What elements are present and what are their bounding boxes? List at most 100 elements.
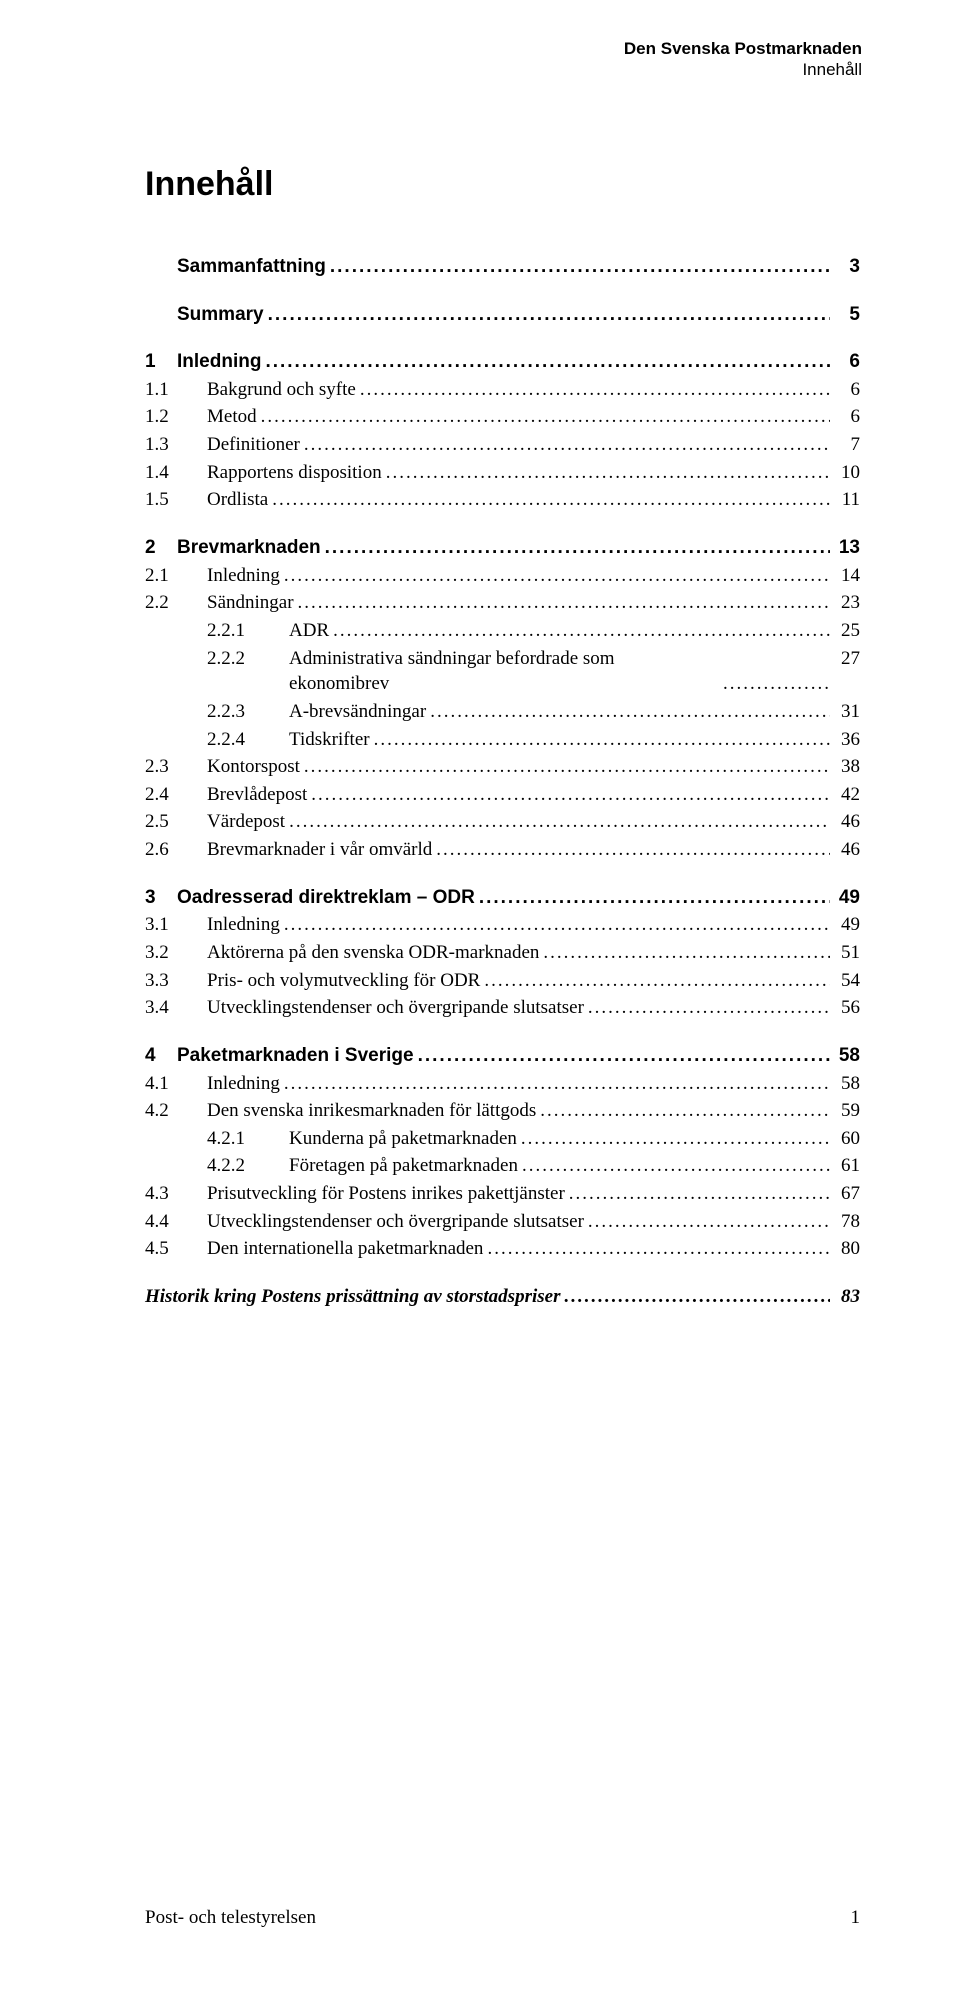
toc-label: Historik kring Postens prissättning av s… — [145, 1284, 560, 1310]
toc-leaders: ........................................… — [321, 535, 830, 561]
toc-number: 4.2.1 — [207, 1126, 289, 1152]
toc-label: Tidskrifter — [289, 727, 370, 753]
toc-page: 14 — [830, 563, 860, 589]
toc-number: 3.3 — [145, 968, 207, 994]
running-head: Den Svenska Postmarknaden Innehåll — [624, 38, 862, 81]
toc-row: Summary.................................… — [145, 302, 860, 328]
toc-leaders: ........................................… — [294, 590, 830, 616]
toc-row: Historik kring Postens prissättning av s… — [145, 1284, 860, 1310]
toc-row: 2.5Värdepost............................… — [145, 809, 860, 835]
toc-label: Inledning — [207, 912, 280, 938]
toc-row: 3.1Inledning............................… — [145, 912, 860, 938]
toc-leaders: ........................................… — [300, 432, 830, 458]
toc-label: Den internationella paketmarknaden — [207, 1236, 483, 1262]
toc-label: Metod — [207, 404, 257, 430]
toc-number: 3.4 — [145, 995, 207, 1021]
toc-label: Inledning — [207, 1071, 280, 1097]
toc-leaders: ........................................… — [483, 1236, 830, 1262]
toc-leaders: ........................................… — [536, 1098, 830, 1124]
toc-number: 2.2 — [145, 590, 207, 616]
toc-page: 83 — [830, 1284, 860, 1310]
toc-label: Kontorspost — [207, 754, 300, 780]
toc-label: Rapportens disposition — [207, 460, 382, 486]
toc-number: 2.6 — [145, 837, 207, 863]
toc-row: 4.1Inledning............................… — [145, 1071, 860, 1097]
toc-leaders: ........................................… — [584, 1209, 830, 1235]
table-of-contents: Sammanfattning..........................… — [145, 254, 860, 1310]
toc-row: 3.4Utvecklingstendenser och övergripande… — [145, 995, 860, 1021]
page: Den Svenska Postmarknaden Innehåll Inneh… — [0, 0, 960, 1991]
toc-leaders: ........................................… — [300, 754, 830, 780]
running-head-sub: Innehåll — [624, 59, 862, 80]
toc-page: 38 — [830, 754, 860, 780]
toc-leaders: ........................................… — [307, 782, 830, 808]
toc-number: 3.1 — [145, 912, 207, 938]
toc-page: 54 — [830, 968, 860, 994]
toc-leaders: ........................................… — [719, 671, 830, 697]
toc-leaders: ........................................… — [432, 837, 830, 863]
toc-label: Inledning — [207, 563, 280, 589]
footer-left: Post- och telestyrelsen — [145, 1905, 316, 1931]
toc-label: Den svenska inrikesmarknaden för lättgod… — [207, 1098, 536, 1124]
toc-row: 2Brevmarknaden..........................… — [145, 535, 860, 561]
toc-number: 2.3 — [145, 754, 207, 780]
toc-row: 2.2.2Administrativa sändningar befordrad… — [145, 646, 860, 697]
toc-row: 4Paketmarknaden i Sverige...............… — [145, 1043, 860, 1069]
toc-label: ADR — [289, 618, 329, 644]
toc-leaders: ........................................… — [426, 699, 830, 725]
toc-page: 61 — [830, 1153, 860, 1179]
toc-leaders: ........................................… — [370, 727, 830, 753]
toc-page: 3 — [830, 254, 860, 280]
toc-row: 3Oadresserad direktreklam – ODR.........… — [145, 885, 860, 911]
toc-number: 2.1 — [145, 563, 207, 589]
toc-row: Sammanfattning..........................… — [145, 254, 860, 280]
toc-label: Sammanfattning — [177, 254, 326, 280]
toc-leaders: ........................................… — [560, 1284, 830, 1310]
toc-number: 2.2.1 — [207, 618, 289, 644]
toc-page: 6 — [830, 377, 860, 403]
toc-label: Bakgrund och syfte — [207, 377, 356, 403]
toc-number: 4.5 — [145, 1236, 207, 1262]
footer-page-number: 1 — [851, 1905, 861, 1931]
toc-label: Brevmarknader i vår omvärld — [207, 837, 432, 863]
toc-row: 2.3Kontorspost..........................… — [145, 754, 860, 780]
toc-number: 4.1 — [145, 1071, 207, 1097]
toc-leaders: ........................................… — [280, 912, 830, 938]
toc-row: 1.1Bakgrund och syfte...................… — [145, 377, 860, 403]
toc-number: 4.4 — [145, 1209, 207, 1235]
footer: Post- och telestyrelsen 1 — [145, 1905, 860, 1931]
toc-number: 4.3 — [145, 1181, 207, 1207]
toc-label: Administrativa sändningar befordrade som… — [289, 646, 719, 697]
toc-label: Utvecklingstendenser och övergripande sl… — [207, 995, 584, 1021]
toc-page: 42 — [830, 782, 860, 808]
toc-page: 5 — [830, 302, 860, 328]
toc-page: 6 — [830, 404, 860, 430]
toc-number: 1.3 — [145, 432, 207, 458]
toc-label: Oadresserad direktreklam – ODR — [177, 885, 475, 911]
toc-leaders: ........................................… — [518, 1153, 830, 1179]
toc-page: 80 — [830, 1236, 860, 1262]
toc-row: 2.1Inledning............................… — [145, 563, 860, 589]
toc-number: 4.2.2 — [207, 1153, 289, 1179]
toc-leaders: ........................................… — [329, 618, 830, 644]
toc-row: 1.3Definitioner.........................… — [145, 432, 860, 458]
toc-leaders: ........................................… — [264, 302, 830, 328]
page-title: Innehåll — [145, 162, 860, 208]
toc-label: Aktörerna på den svenska ODR-marknaden — [207, 940, 539, 966]
toc-number: 3.2 — [145, 940, 207, 966]
toc-row: 1.5Ordlista.............................… — [145, 487, 860, 513]
toc-number: 2.2.2 — [207, 646, 289, 672]
toc-leaders: ........................................… — [475, 885, 830, 911]
toc-page: 36 — [830, 727, 860, 753]
toc-row: 3.3Pris- och volymutveckling för ODR....… — [145, 968, 860, 994]
toc-row: 2.2Sändningar...........................… — [145, 590, 860, 616]
toc-page: 11 — [830, 487, 860, 513]
toc-leaders: ........................................… — [356, 377, 830, 403]
toc-leaders: ........................................… — [565, 1181, 830, 1207]
toc-number: 1.1 — [145, 377, 207, 403]
toc-page: 13 — [830, 535, 860, 561]
toc-page: 23 — [830, 590, 860, 616]
toc-label: Summary — [177, 302, 264, 328]
toc-number: 4.2 — [145, 1098, 207, 1124]
toc-label: Pris- och volymutveckling för ODR — [207, 968, 480, 994]
